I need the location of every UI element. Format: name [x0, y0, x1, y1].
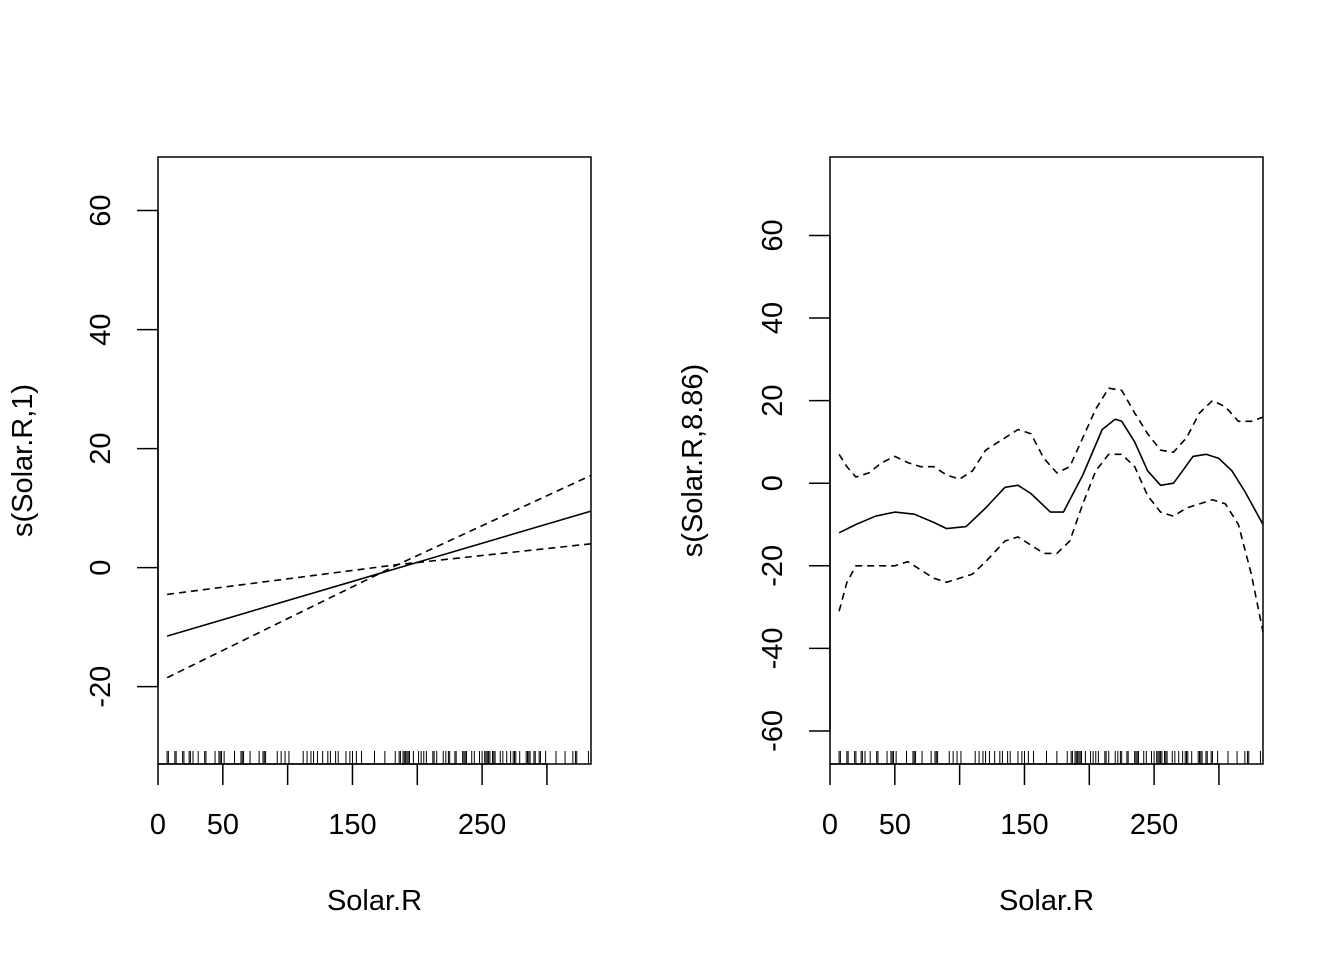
- smooth-fit-line: [166, 510, 592, 637]
- x-tick-label: 0: [822, 809, 838, 841]
- y-tick-label: 0: [85, 560, 117, 576]
- x-tick-label: 150: [328, 809, 376, 841]
- y-tick-label: -60: [757, 710, 789, 752]
- x-tick-label: 50: [879, 809, 911, 841]
- x-axis-title: Solar.R: [327, 885, 422, 917]
- y-tick-label: 60: [757, 219, 789, 251]
- left-plot-panel: 0 50 150 250 -20 0 20 40 60 Solar.R s(Solar.R,1): [7, 156, 592, 917]
- plot-frame: [157, 156, 592, 765]
- y-tick-label: -20: [757, 545, 789, 587]
- x-tick-label: 0: [150, 809, 166, 841]
- y-tick-label: 40: [757, 302, 789, 334]
- y-tick-label: -20: [85, 666, 117, 708]
- x-axis-title: Solar.R: [999, 885, 1094, 917]
- x-tick-label: 250: [1130, 809, 1178, 841]
- confidence-band-line: [838, 387, 1264, 480]
- confidence-band-line: [166, 474, 592, 679]
- confidence-band-line: [166, 543, 592, 596]
- y-axis-title: s(Solar.R,1): [7, 384, 39, 537]
- y-tick-label: 20: [85, 432, 117, 464]
- x-tick-label: 50: [207, 809, 239, 841]
- x-tick-label: 250: [458, 809, 506, 841]
- x-tick-label: 150: [1000, 809, 1048, 841]
- right-plot-panel: 0 50 150 250 -60 -40 -20 0 20 40 60 Solar.R s(Solar.…: [677, 156, 1264, 917]
- y-tick-label: -40: [757, 627, 789, 669]
- y-tick-label: 40: [85, 313, 117, 345]
- y-tick-label: 60: [85, 194, 117, 226]
- smooth-fit-line: [838, 418, 1264, 534]
- y-tick-label: 20: [757, 384, 789, 416]
- confidence-band-line: [838, 453, 1264, 633]
- y-axis-title: s(Solar.R,8.86): [677, 364, 709, 557]
- y-tick-label: 0: [757, 475, 789, 491]
